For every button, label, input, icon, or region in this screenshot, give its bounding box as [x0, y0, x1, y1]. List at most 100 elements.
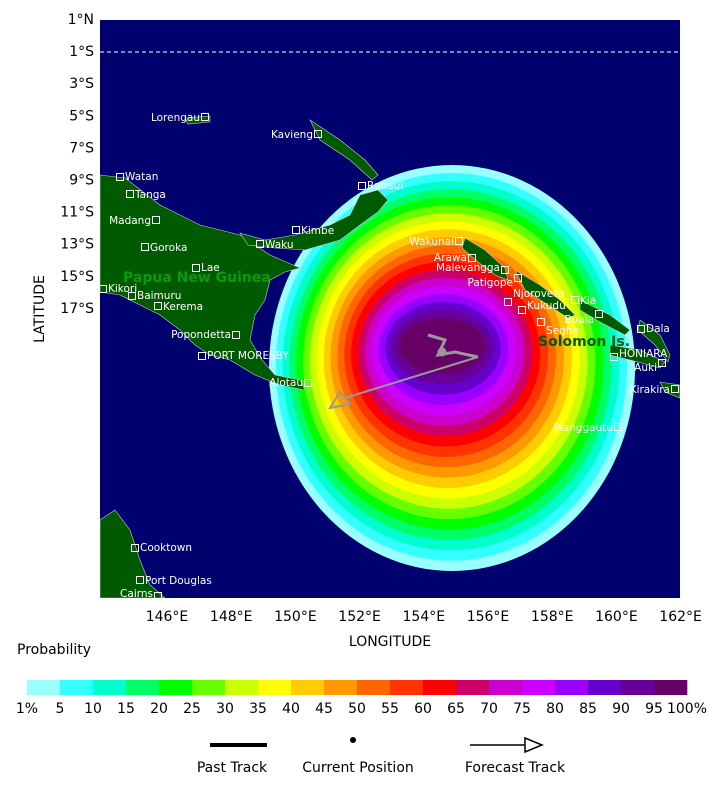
- place-marker: [131, 544, 139, 552]
- lat-tick-label: 11°S: [60, 205, 94, 221]
- place-label: Alotau: [269, 377, 303, 389]
- colorbar-swatch: [93, 680, 127, 695]
- place-marker: [468, 254, 476, 262]
- place-marker: [595, 310, 603, 318]
- place-marker: [128, 292, 136, 300]
- place-marker: [116, 173, 124, 181]
- colorbar-label: 1%: [16, 701, 38, 717]
- place-label: Kirakira: [630, 384, 670, 396]
- colorbar-swatch: [27, 680, 61, 695]
- region-label: Solomon Is.: [538, 334, 630, 350]
- colorbar-swatch: [588, 680, 622, 695]
- forecast-arrow-symbol: [524, 736, 544, 754]
- lat-tick-label: 15°S: [60, 269, 94, 285]
- lat-tick-label: 1°S: [69, 44, 94, 60]
- colorbar-swatch: [159, 680, 193, 695]
- place-marker: [99, 285, 107, 293]
- forecast-arrowhead: [327, 390, 352, 410]
- place-label: Buala: [564, 314, 594, 326]
- colorbar-swatch: [423, 680, 457, 695]
- colorbar-swatch: [225, 680, 259, 695]
- place-label: Rabaul: [367, 180, 403, 192]
- colorbar-label: 30: [216, 701, 234, 717]
- colorbar-label: 90: [612, 701, 630, 717]
- lon-tick-label: 156°E: [467, 609, 510, 625]
- place-label: Kimbe: [301, 225, 334, 237]
- place-label: Waku: [265, 239, 294, 251]
- place-label: Njoroveto: [513, 288, 564, 300]
- region-label: Papua New Guinea: [123, 270, 271, 286]
- place-marker: [504, 298, 512, 306]
- colorbar-label: 10: [84, 701, 102, 717]
- place-label: Cooktown: [140, 542, 192, 554]
- lon-tick-label: 154°E: [403, 609, 446, 625]
- place-marker: [154, 302, 162, 310]
- lon-tick-label: 160°E: [595, 609, 638, 625]
- place-label: Watan: [125, 171, 158, 183]
- place-marker: [658, 359, 666, 367]
- colorbar-swatch: [258, 680, 292, 695]
- colorbar-swatch: [60, 680, 94, 695]
- colorbar-label: 75: [513, 701, 531, 717]
- place-label: Patigope: [467, 277, 513, 289]
- place-marker: [232, 331, 240, 339]
- place-marker: [136, 576, 144, 584]
- colorbar-label: 65: [447, 701, 465, 717]
- place-marker: [610, 353, 618, 361]
- lat-tick-label: 9°S: [69, 173, 94, 189]
- lat-tick-label: 3°S: [69, 76, 94, 92]
- place-label: Seghe: [546, 325, 579, 337]
- place-marker: [141, 243, 149, 251]
- place-label: Dala: [646, 323, 670, 335]
- legend-item: Current Position: [302, 760, 414, 776]
- lon-tick-label: 150°E: [274, 609, 317, 625]
- colorbar-label: 70: [480, 701, 498, 717]
- place-label: Malevangga: [436, 262, 500, 274]
- place-marker: [192, 264, 200, 272]
- x-axis-title: LONGITUDE: [349, 634, 431, 650]
- lon-tick-label: 148°E: [210, 609, 253, 625]
- legend-item: Past Track: [197, 760, 268, 776]
- current-position-symbol: [350, 737, 356, 743]
- place-marker: [514, 274, 522, 282]
- lat-tick-label: 7°S: [69, 140, 94, 156]
- place-label: Popondetta: [171, 329, 231, 341]
- colorbar-label: 35: [249, 701, 267, 717]
- land: [100, 115, 680, 598]
- lat-tick-label: 13°S: [60, 237, 94, 253]
- place-label: Arawa: [434, 252, 467, 264]
- lat-tick-label: 1°N: [68, 12, 94, 28]
- colorbar-swatch: [522, 680, 556, 695]
- colorbar-swatch: [126, 680, 160, 695]
- place-marker: [154, 592, 162, 600]
- place-label: Manggautu: [554, 422, 613, 434]
- place-label: Baimuru: [137, 290, 181, 302]
- place-label: PORT MORESBY: [207, 350, 289, 362]
- place-label: Wakunai: [409, 236, 454, 248]
- place-label: Madang: [109, 215, 151, 227]
- lat-tick-label: 17°S: [60, 301, 94, 317]
- lat-tick-label: 5°S: [69, 108, 94, 124]
- colorbar-swatch: [489, 680, 523, 695]
- place-label: Cairns: [120, 588, 153, 600]
- place-marker: [358, 182, 366, 190]
- place-marker: [455, 237, 463, 245]
- colorbar-swatch: [291, 680, 325, 695]
- place-label: Lae: [201, 262, 220, 274]
- past-track: [427, 333, 479, 359]
- colorbar-swatch: [456, 680, 490, 695]
- colorbar-label: 80: [546, 701, 564, 717]
- places: Lorengau Kavieng Rabaul Watan Tanga Madang Gor…: [99, 112, 679, 600]
- lon-tick-label: 152°E: [338, 609, 381, 625]
- legend-title: Probability: [17, 642, 91, 658]
- colorbar-label: 100%: [667, 701, 707, 717]
- colorbar-swatch: [390, 680, 424, 695]
- place-marker: [201, 113, 209, 121]
- place-label: Kerema: [163, 301, 203, 313]
- place-marker: [126, 190, 134, 198]
- colorbar-swatch: [357, 680, 391, 695]
- colorbar-swatch: [621, 680, 655, 695]
- place-marker: [614, 423, 622, 431]
- colorbar-label: 25: [183, 701, 201, 717]
